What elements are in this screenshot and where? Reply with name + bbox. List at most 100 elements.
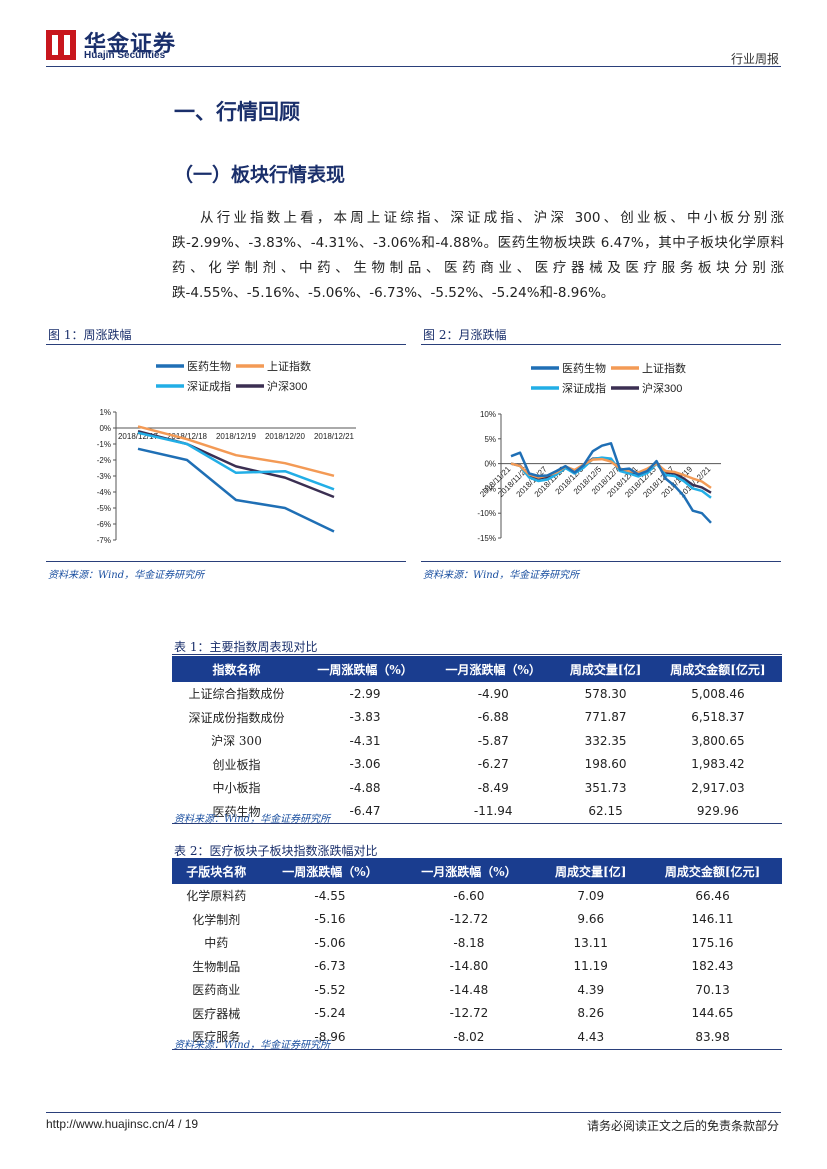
table2-source: 资料来源：Wind，华金证券研究所 <box>174 1040 331 1051</box>
value-cell: 3,800.65 <box>691 733 745 748</box>
x-tick-label: 2018/12/18 <box>167 432 208 441</box>
value-cell: -4.55 <box>314 888 346 903</box>
figure1-title: 图 1：周涨跌幅 <box>48 328 132 342</box>
column-header: 一月涨跌幅（%） <box>399 858 539 884</box>
table-row: 深证成份指数成份 -3.83 -6.88 771.87 6,518.37 <box>172 706 782 730</box>
y-tick-label: -10% <box>477 509 496 518</box>
x-tick-label: 2018/12/19 <box>216 432 257 441</box>
column-header: 子版块名称 <box>172 858 261 884</box>
value-cell: -11.94 <box>473 804 513 819</box>
summary-paragraph: 从行业指数上看，本周上证综指、深证成指、沪深 300、创业板、中小板分别涨跌-2… <box>172 210 784 301</box>
value-cell: 7.09 <box>577 888 605 903</box>
value-cell: 2,917.03 <box>691 780 745 795</box>
legend-label: 医药生物 <box>187 359 231 373</box>
y-tick-label: -1% <box>97 440 111 449</box>
table-row: 中小板指 -4.88 -8.49 351.73 2,917.03 <box>172 776 782 800</box>
value-cell: 9.66 <box>577 912 605 927</box>
table-row: 沪深 300 -4.31 -5.87 332.35 3,800.65 <box>172 729 782 753</box>
value-cell: 83.98 <box>695 1029 730 1044</box>
value-cell: 351.73 <box>584 780 627 795</box>
row-name-cell: 深证成份指数成份 <box>188 710 285 725</box>
figure1-bottom-rule <box>46 561 406 562</box>
value-cell: -5.52 <box>314 982 346 997</box>
table-row: 中药 -5.06 -8.18 13.11 175.16 <box>172 931 782 955</box>
y-tick-label: -3% <box>97 472 111 481</box>
row-name-cell: 生物制品 <box>192 959 241 974</box>
value-cell: 4.39 <box>577 982 605 997</box>
table1-title: 表 1：主要指数周表现对比 <box>174 640 318 654</box>
value-cell: 70.13 <box>695 982 730 997</box>
value-cell: -12.72 <box>449 912 489 927</box>
value-cell: -6.47 <box>349 804 381 819</box>
value-cell: 6,518.37 <box>691 710 745 725</box>
column-header: 一周涨跌幅（%） <box>300 656 430 682</box>
row-name-cell: 医疗器械 <box>192 1006 241 1021</box>
value-cell: -6.88 <box>477 710 509 725</box>
row-name-cell: 创业板指 <box>212 757 261 772</box>
y-tick-label: 0% <box>99 424 111 433</box>
value-cell: 146.11 <box>691 912 734 927</box>
value-cell: -5.87 <box>477 733 509 748</box>
row-name-cell: 医药商业 <box>192 983 241 998</box>
value-cell: -4.31 <box>349 733 381 748</box>
series-line <box>137 425 335 478</box>
value-cell: -8.49 <box>477 780 509 795</box>
table-row: 化学制剂 -5.16 -12.72 9.66 146.11 <box>172 908 782 932</box>
row-name-cell: 医疗服务 <box>192 1030 241 1045</box>
value-cell: 182.43 <box>691 959 734 974</box>
y-tick-label: 5% <box>484 435 496 444</box>
value-cell: -4.88 <box>349 780 381 795</box>
value-cell: -14.80 <box>449 959 489 974</box>
header-divider <box>46 66 781 67</box>
value-cell: 5,008.46 <box>691 686 745 701</box>
value-cell: -12.72 <box>449 1006 489 1021</box>
series-line <box>510 456 712 499</box>
value-cell: -6.27 <box>477 757 509 772</box>
column-header: 一月涨跌幅（%） <box>429 656 558 682</box>
column-header: 周成交金额[亿元] <box>643 858 782 884</box>
legend-label: 沪深300 <box>267 379 307 393</box>
legend-label: 深证成指 <box>562 381 606 395</box>
y-tick-label: 0% <box>484 460 496 469</box>
row-name-cell: 中小板指 <box>212 781 261 796</box>
subsection-title: （一）板块行情表现 <box>174 164 346 186</box>
table1-top-rule <box>172 654 782 655</box>
value-cell: -8.18 <box>453 935 485 950</box>
table-row: 创业板指 -3.06 -6.27 198.60 1,983.42 <box>172 753 782 777</box>
figure2-title: 图 2：月涨跌幅 <box>423 328 507 342</box>
y-tick-label: -7% <box>97 536 111 545</box>
table-row: 医疗服务 -8.96 -8.02 4.43 83.98 <box>172 1025 782 1049</box>
y-tick-label: -2% <box>97 456 111 465</box>
value-cell: 332.35 <box>584 733 627 748</box>
table-header-row: 指数名称 一周涨跌幅（%） 一月涨跌幅（%） 周成交量[亿] 周成交金额[亿元] <box>172 656 782 682</box>
footer-url-page[interactable]: http://www.huajinsc.cn/4 / 19 <box>46 1117 199 1131</box>
table-row: 医疗器械 -5.24 -12.72 8.26 144.65 <box>172 1002 782 1026</box>
column-header: 周成交金额[亿元] <box>653 656 782 682</box>
value-cell: -5.06 <box>314 935 346 950</box>
row-name-cell: 中药 <box>204 936 229 951</box>
value-cell: -8.02 <box>453 1029 485 1044</box>
figure2-top-rule <box>421 344 781 345</box>
y-tick-label: -5% <box>482 484 496 493</box>
column-header: 一周涨跌幅（%） <box>260 858 400 884</box>
table-header-row: 子版块名称 一周涨跌幅（%） 一月涨跌幅（%） 周成交量[亿] 周成交金额[亿元] <box>172 858 782 884</box>
series-line <box>137 431 335 491</box>
series-line <box>137 447 335 533</box>
table-row: 化学原料药 -4.55 -6.60 7.09 66.46 <box>172 884 782 908</box>
value-cell: 578.30 <box>584 686 627 701</box>
y-tick-label: -15% <box>477 534 496 543</box>
legend-label: 医药生物 <box>562 361 606 375</box>
row-name-cell: 化学原料药 <box>186 889 247 904</box>
legend-label: 上证指数 <box>267 359 311 373</box>
figure1-top-rule <box>46 344 406 345</box>
value-cell: -2.99 <box>349 686 381 701</box>
company-logo-icon <box>46 30 76 60</box>
figure2-source: 资料来源：Wind，华金证券研究所 <box>423 570 580 581</box>
series-line <box>137 429 335 499</box>
table-row: 上证综合指数成份 -2.99 -4.90 578.30 5,008.46 <box>172 682 782 706</box>
footer-disclaimer: 请务必阅读正文之后的免责条款部分 <box>586 1119 779 1133</box>
value-cell: 198.60 <box>584 757 627 772</box>
value-cell: 771.87 <box>584 710 627 725</box>
